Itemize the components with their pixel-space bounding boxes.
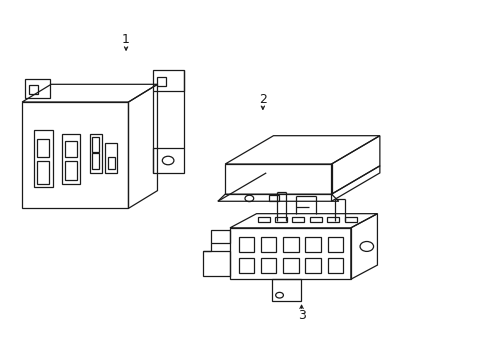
Bar xyxy=(29,85,38,94)
Bar xyxy=(37,161,49,184)
Bar xyxy=(305,238,320,252)
Bar xyxy=(268,195,279,201)
Bar xyxy=(261,238,276,252)
Bar xyxy=(37,139,49,157)
Bar xyxy=(34,130,53,187)
Bar xyxy=(283,238,298,252)
Bar xyxy=(107,157,115,169)
Text: 1: 1 xyxy=(122,33,130,46)
Bar xyxy=(327,258,343,273)
Bar xyxy=(92,138,99,152)
Bar xyxy=(64,141,77,157)
Bar xyxy=(157,77,166,86)
Bar xyxy=(238,238,254,252)
Bar xyxy=(105,143,117,173)
Bar xyxy=(305,258,320,273)
Bar xyxy=(261,258,276,273)
Text: 3: 3 xyxy=(297,309,305,322)
Text: 2: 2 xyxy=(259,93,266,106)
Bar xyxy=(61,134,80,184)
Bar xyxy=(92,153,99,169)
Bar xyxy=(327,238,343,252)
Bar xyxy=(283,258,298,273)
Bar xyxy=(64,161,77,180)
Bar xyxy=(238,258,254,273)
Bar xyxy=(90,134,102,173)
